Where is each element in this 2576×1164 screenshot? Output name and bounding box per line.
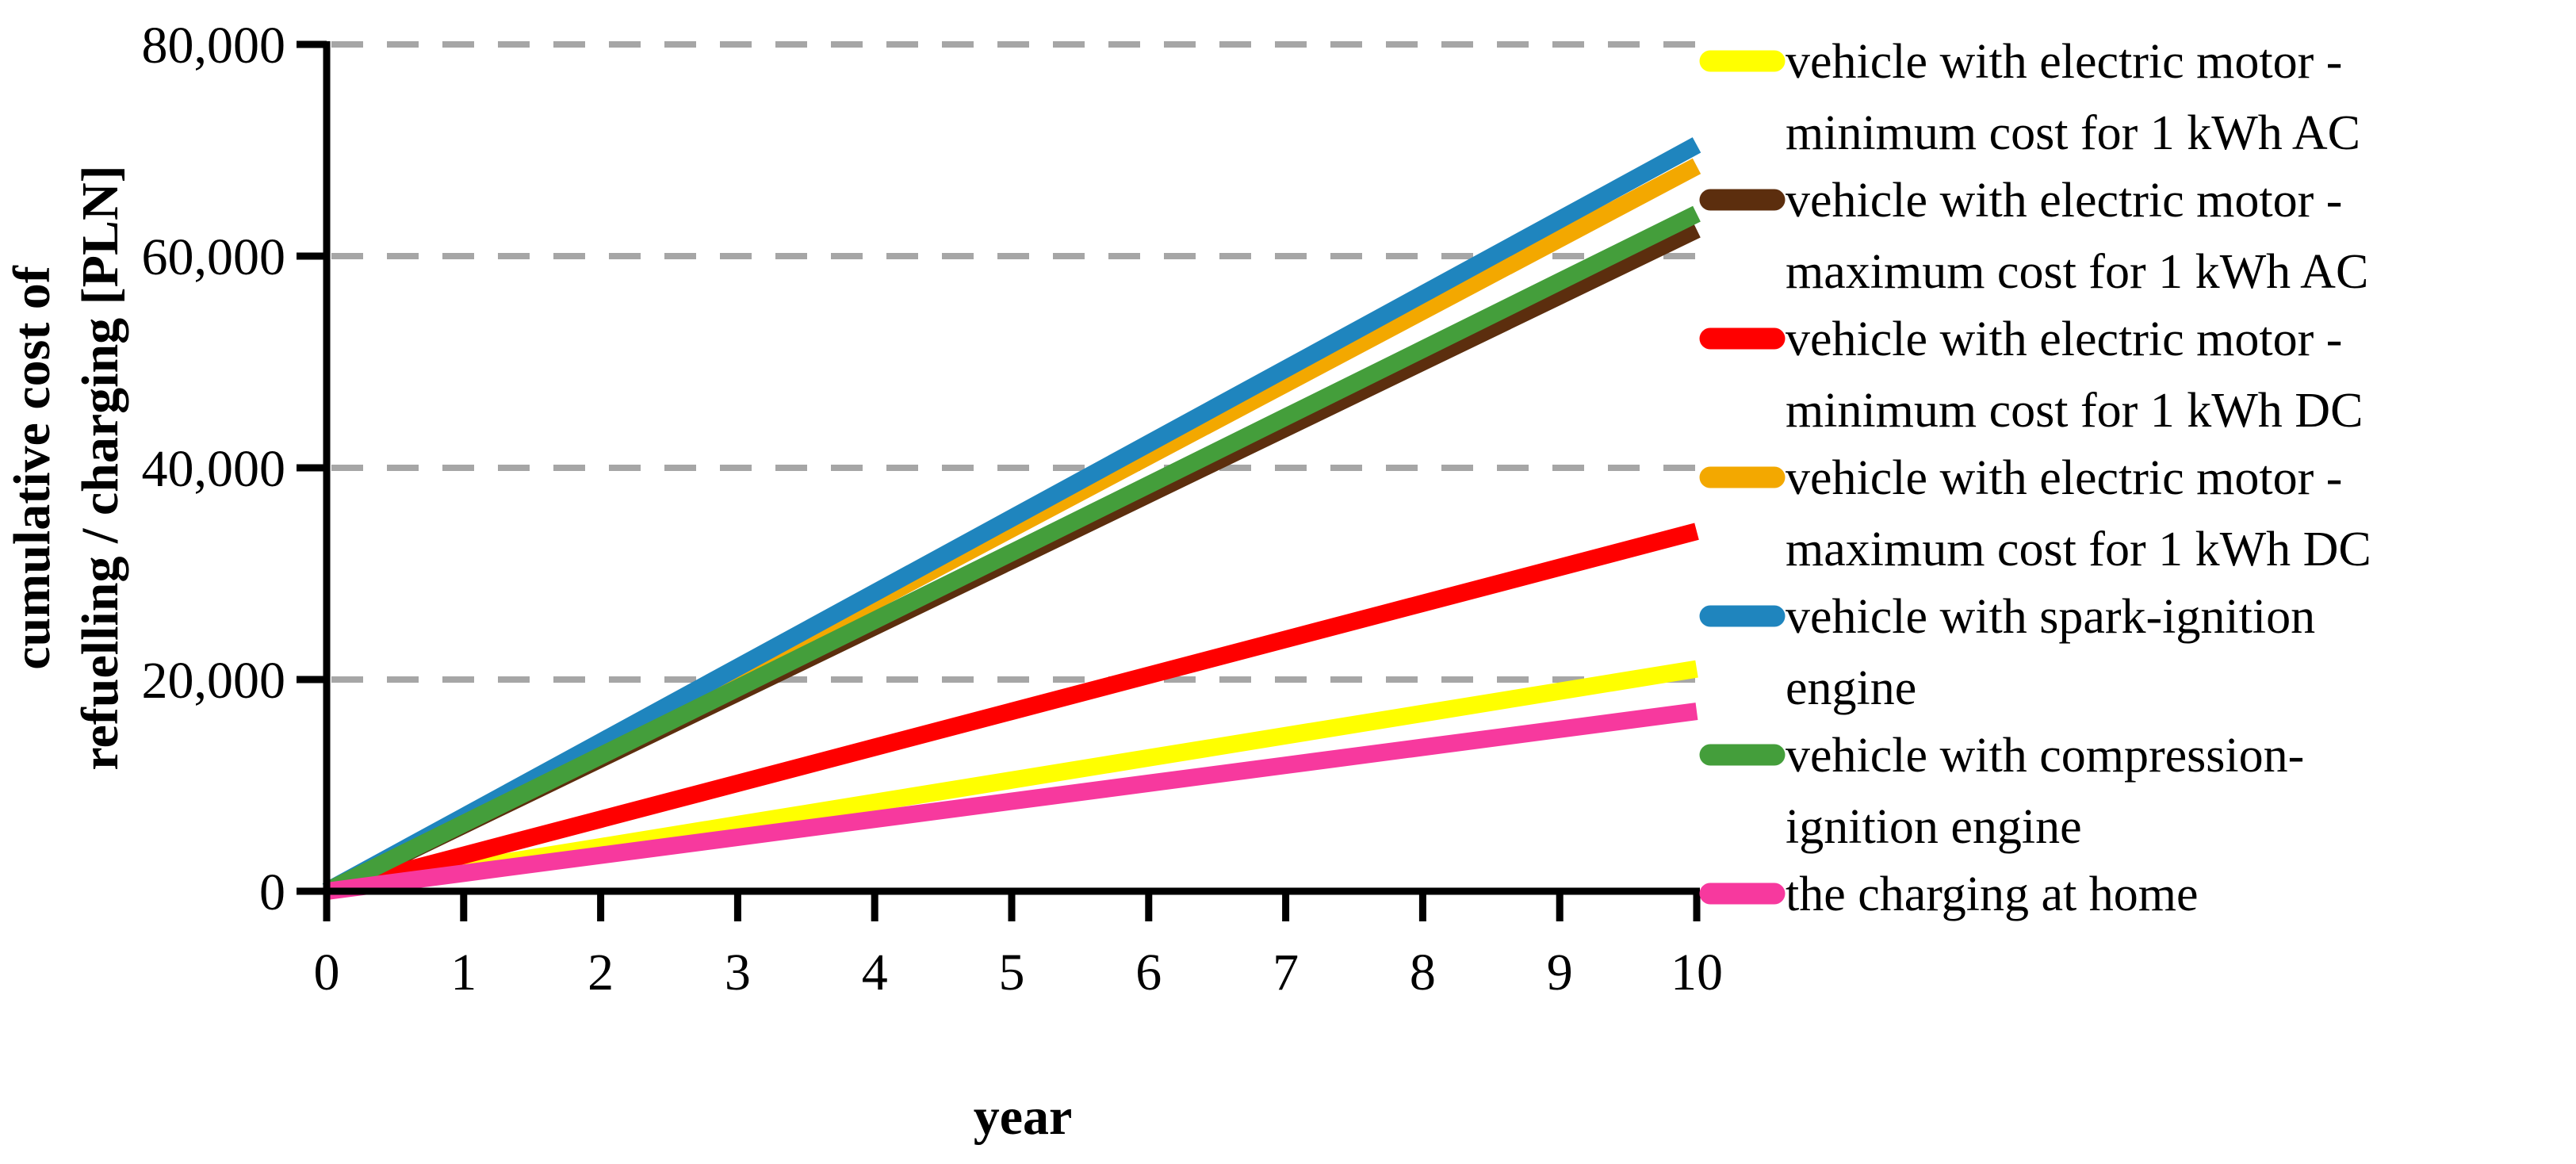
- legend-label-4-line2: engine: [1786, 661, 1916, 715]
- x-tick-label-9: 9: [1547, 944, 1573, 1001]
- y-tick-label-0: 0: [259, 863, 285, 921]
- x-tick-label-10: 10: [1671, 944, 1723, 1001]
- series-line-2: [324, 523, 1699, 900]
- x-tick-label-6: 6: [1135, 944, 1162, 1001]
- x-tick-label-1: 1: [450, 944, 477, 1001]
- y-tick-marks: [297, 40, 327, 895]
- legend-label-5-line1: vehicle with compression-: [1786, 729, 2304, 783]
- x-axis-title: year: [974, 1088, 1073, 1146]
- series-lines: [322, 137, 1701, 900]
- x-tick-label-8: 8: [1410, 944, 1436, 1001]
- legend-item-0: vehicle with electric motor - minimum cos…: [1699, 35, 2360, 160]
- legend-label-3-line1: vehicle with electric motor -: [1786, 451, 2342, 505]
- x-tick-marks: [323, 891, 1701, 921]
- legend-item-3: vehicle with electric motor - maximum cos…: [1699, 451, 2371, 576]
- x-tick-label-3: 3: [725, 944, 751, 1001]
- legend-label-6-line1: the charging at home: [1786, 867, 2199, 921]
- gridlines: [331, 41, 1697, 683]
- legend-label-5-line2: ignition engine: [1786, 800, 2082, 854]
- legend-label-1-line1: vehicle with electric motor -: [1786, 174, 2342, 228]
- x-tick-label-0: 0: [314, 944, 340, 1001]
- x-tick-label-7: 7: [1273, 944, 1299, 1001]
- legend-label-1-line2: maximum cost for 1 kWh AC: [1786, 245, 2368, 299]
- y-tick-label-40000: 40,000: [142, 440, 286, 498]
- series-line-4: [322, 137, 1701, 899]
- legend-item-1: vehicle with electric motor - maximum cos…: [1699, 174, 2368, 299]
- legend-item-6: the charging at home: [1699, 867, 2199, 921]
- legend-label-0-line2: minimum cost for 1 kWh AC: [1786, 106, 2360, 160]
- legend-label-3-line2: maximum cost for 1 kWh DC: [1786, 523, 2371, 576]
- y-tick-label-80000: 80,000: [142, 17, 286, 75]
- legend-item-2: vehicle with electric motor - minimum cos…: [1699, 312, 2363, 438]
- x-tick-label-4: 4: [862, 944, 888, 1001]
- legend-label-0-line1: vehicle with electric motor -: [1786, 35, 2342, 89]
- y-tick-label-60000: 60,000: [142, 228, 286, 286]
- y-axis-title-line1: cumulative cost of: [3, 265, 61, 670]
- y-axis-title-line2: refuelling / charging [PLN]: [71, 165, 129, 770]
- legend-item-5: vehicle with compression-ignition engine: [1699, 729, 2304, 854]
- y-tick-labels: 0 20,000 40,000 60,000 80,000: [142, 17, 286, 921]
- legend-label-4-line1: vehicle with spark-ignition: [1786, 590, 2315, 644]
- legend-item-4: vehicle with spark-ignition engine: [1699, 590, 2315, 715]
- series-line-5: [323, 205, 1701, 899]
- series-line-6: [325, 703, 1698, 900]
- y-tick-label-20000: 20,000: [142, 652, 286, 710]
- x-tick-labels: 0 1 2 3 4 5 6 7 8 9 10: [314, 944, 1724, 1001]
- legend-label-2-line1: vehicle with electric motor -: [1786, 312, 2342, 366]
- x-tick-label-5: 5: [999, 944, 1025, 1001]
- legend-label-2-line2: minimum cost for 1 kWh DC: [1786, 384, 2363, 438]
- x-tick-label-2: 2: [588, 944, 614, 1001]
- legend: vehicle with electric motor - minimum cos…: [1699, 35, 2371, 921]
